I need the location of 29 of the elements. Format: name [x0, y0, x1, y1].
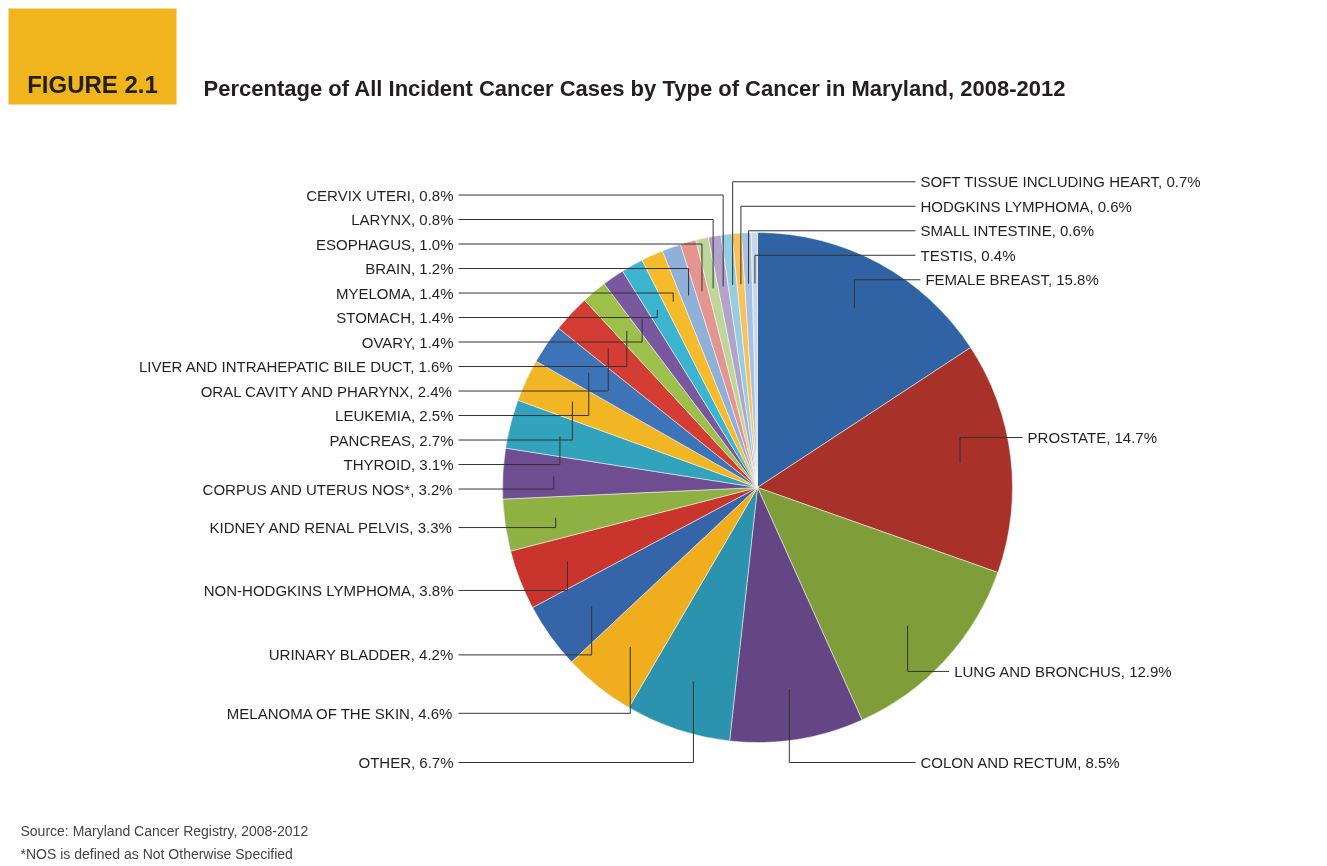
slice-label: CORPUS AND UTERUS NOS*, 3.2% [202, 480, 453, 498]
caption: FIGURE 2.1 [27, 71, 158, 98]
slice-label: CERVIX UTERI, 0.8% [306, 186, 454, 204]
slice-label: MELANOMA OF THE SKIN, 4.6% [226, 704, 453, 722]
slice-label: HODGKINS LYMPHOMA, 0.6% [920, 197, 1132, 215]
slice-label: STOMACH, 1.4% [336, 309, 454, 327]
slice-label: LIVER AND INTRAHEPATIC BILE DUCT, 1.6% [138, 358, 453, 376]
slice-label: THYROID, 3.1% [343, 456, 454, 474]
slice-label: SOFT TISSUE INCLUDING HEART, 0.7% [920, 173, 1201, 191]
slice-label: LUNG AND BRONCHUS, 12.9% [954, 662, 1172, 680]
slice-label: PROSTATE, 14.7% [1027, 429, 1158, 447]
slice-label: FEMALE BREAST, 15.8% [925, 271, 1099, 289]
slice-label: LEUKEMIA, 2.5% [335, 407, 454, 425]
slice-label: KIDNEY AND RENAL PELVIS, 3.3% [209, 519, 452, 537]
slice-label: OTHER, 6.7% [358, 754, 454, 771]
slice-label: SMALL INTESTINE, 0.6% [920, 222, 1095, 240]
slice-label: URINARY BLADDER, 4.2% [268, 646, 454, 664]
slice-label: NON-HODGKINS LYMPHOMA, 3.8% [203, 581, 454, 599]
source-note: Source: Maryland Cancer Registry, 2008-2012 [20, 822, 309, 839]
slice-label: LARYNX, 0.8% [351, 211, 454, 229]
slice-label: ESOPHAGUS, 1.0% [315, 235, 454, 253]
slice-label: ORAL CAVITY AND PHARYNX, 2.4% [200, 382, 452, 400]
slice-label: OVARY, 1.4% [361, 333, 454, 351]
slice-label: COLON AND RECTUM, 8.5% [920, 754, 1120, 771]
slice-label: MYELOMA, 1.4% [335, 284, 454, 302]
slice-label: BRAIN, 1.2% [365, 260, 454, 278]
chart-title: Percentage of All Incident Cancer Cases by Type of Cancer in Maryland, 2008-2012 [203, 76, 1066, 101]
slice-label: PANCREAS, 2.7% [329, 431, 454, 449]
slice-label: TESTIS, 0.4% [920, 246, 1016, 264]
